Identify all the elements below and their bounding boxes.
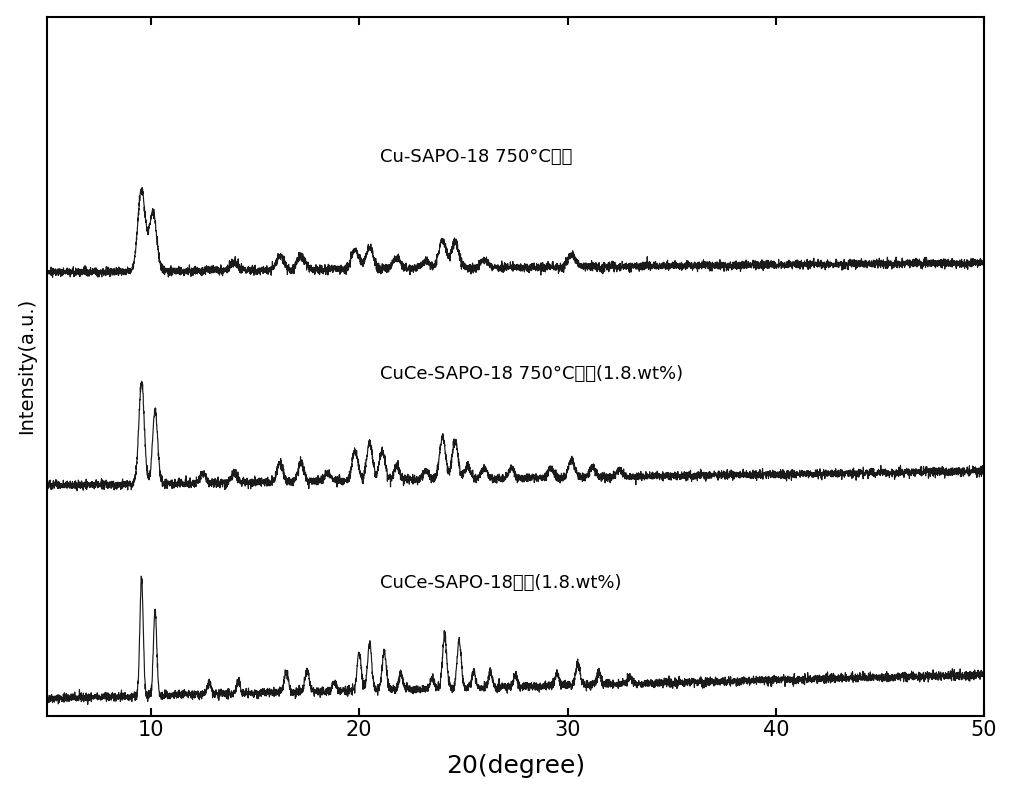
Y-axis label: Intensity(a.u.): Intensity(a.u.): [16, 298, 35, 434]
Text: CuCe-SAPO-18 750°C老化(1.8.wt%): CuCe-SAPO-18 750°C老化(1.8.wt%): [380, 365, 683, 383]
Text: CuCe-SAPO-18新鲜(1.8.wt%): CuCe-SAPO-18新鲜(1.8.wt%): [380, 574, 622, 591]
Text: Cu-SAPO-18 750°C老化: Cu-SAPO-18 750°C老化: [380, 148, 573, 165]
X-axis label: 20(degree): 20(degree): [446, 754, 585, 778]
